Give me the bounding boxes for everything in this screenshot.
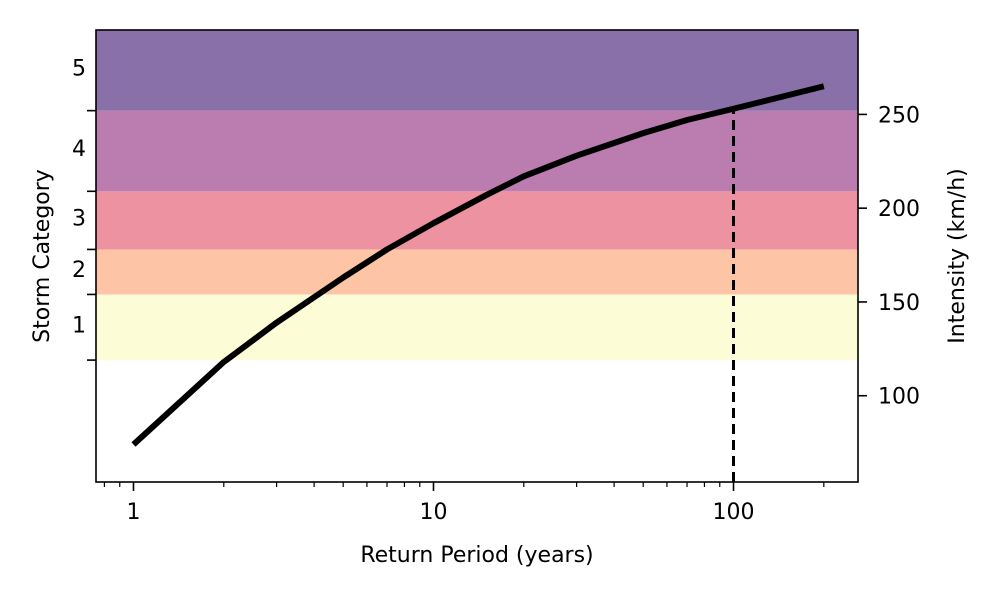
plot-frame (95, 29, 859, 483)
left-axis-label: Storm Category (30, 169, 55, 343)
right-tick-label-150: 150 (878, 291, 920, 316)
x-axis-ticks: 1 10 100 (103, 482, 825, 525)
category-bands (96, 30, 858, 361)
x-tick-label-10: 10 (419, 500, 447, 525)
category-label-4: 4 (72, 137, 86, 162)
category-band-5 (96, 30, 858, 111)
left-axis-ticks: 1 2 3 4 5 (72, 56, 96, 361)
intensity-curve (131, 83, 825, 447)
category-label-5: 5 (72, 56, 86, 81)
right-tick-label-200: 200 (878, 197, 920, 222)
plot-lines (131, 83, 825, 482)
right-tick-label-100: 100 (878, 385, 920, 410)
category-band-4 (96, 110, 858, 192)
category-band-2 (96, 249, 858, 295)
right-axis-ticks: 100 150 200 250 (858, 103, 920, 410)
x-tick-label-1: 1 (126, 500, 140, 525)
category-band-1 (96, 294, 858, 361)
x-tick-label-100: 100 (713, 500, 755, 525)
x-axis-label: Return Period (years) (360, 543, 593, 568)
right-tick-label-250: 250 (878, 103, 920, 128)
category-label-3: 3 (72, 206, 86, 231)
right-axis-label: Intensity (km/h) (945, 168, 970, 343)
category-label-2: 2 (72, 258, 86, 283)
category-label-1: 1 (72, 313, 86, 338)
